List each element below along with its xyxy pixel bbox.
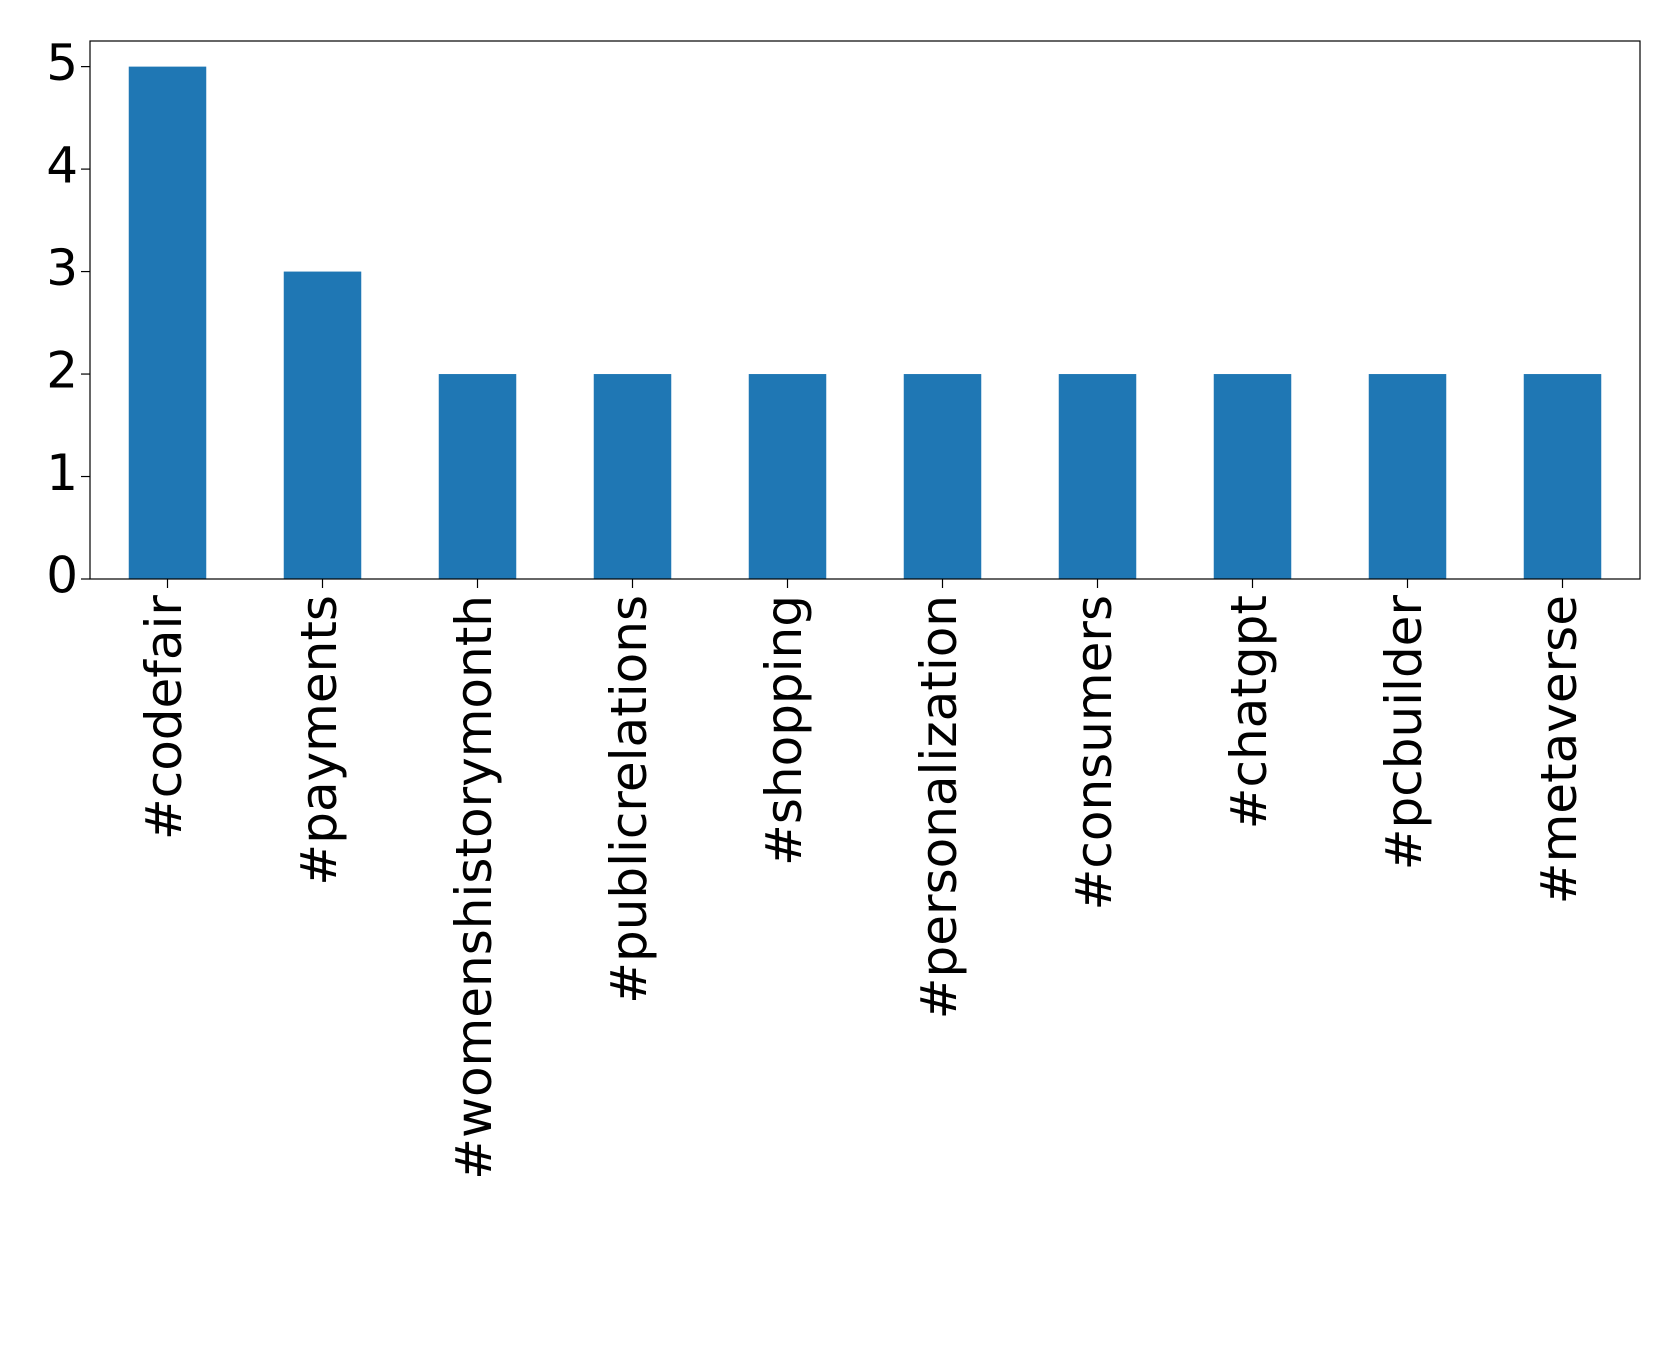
x-tick-label: #personalization	[910, 595, 968, 1019]
bar	[283, 271, 362, 579]
bar	[1213, 374, 1292, 579]
plot-frame	[89, 40, 1641, 580]
x-tick-label: #metaverse	[1530, 595, 1588, 904]
bar	[1058, 374, 1137, 579]
x-tick-label: #consumers	[1065, 595, 1123, 910]
x-tick-label: #womenshistorymonth	[445, 595, 503, 1180]
bar	[903, 374, 982, 579]
bar	[1523, 374, 1602, 579]
y-tick-label: 4	[46, 137, 78, 195]
y-tick-label: 0	[46, 547, 78, 605]
y-tick-label: 1	[46, 444, 78, 502]
bar	[748, 374, 827, 579]
y-tick-label: 3	[46, 239, 78, 297]
y-tick-label: 2	[46, 342, 78, 400]
x-tick-label: #pcbuilder	[1375, 595, 1433, 871]
bar	[438, 374, 517, 579]
x-tick-label: #shopping	[755, 595, 813, 866]
x-tick-label: #chatgpt	[1220, 595, 1278, 829]
x-tick-label: #payments	[290, 595, 348, 886]
x-tick-label: #codefair	[135, 595, 193, 841]
y-tick-label: 5	[46, 34, 78, 92]
bar	[593, 374, 672, 579]
bar	[128, 66, 207, 580]
x-tick-label: #publicrelations	[600, 595, 658, 1004]
bar	[1368, 374, 1447, 579]
